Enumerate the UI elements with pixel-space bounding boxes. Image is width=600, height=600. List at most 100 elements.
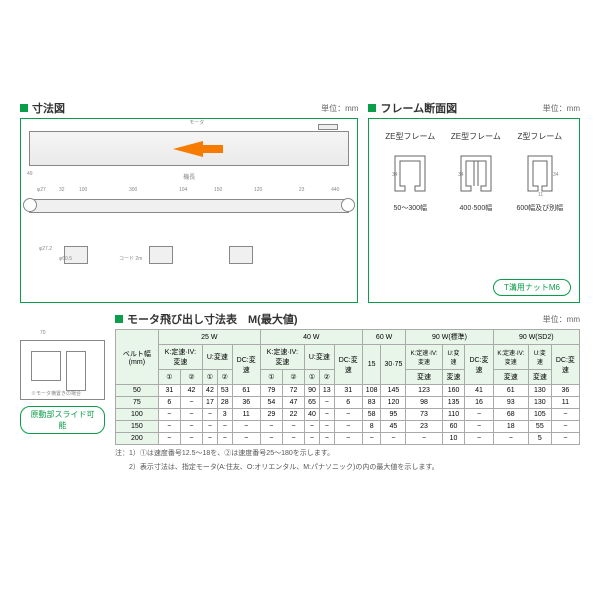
belt-width-header: ベルト幅 (mm) (116, 330, 159, 385)
svg-text:34: 34 (458, 172, 464, 178)
table-cell: 36 (551, 385, 579, 397)
slide-dim-w: 70 (40, 330, 46, 336)
table-cell: 83 (362, 397, 381, 409)
table-cell: 72 (282, 385, 304, 397)
dim-100: 100 (79, 187, 87, 193)
dim-150: 150 (214, 187, 222, 193)
table-cell: − (319, 409, 334, 421)
table-cell: − (180, 409, 202, 421)
table-cell: 31 (158, 385, 180, 397)
motor-label: モータ (189, 119, 204, 126)
table-note-1: 注：1）①は速度番号12.5〜18を、②は速度番号25〜180を示します。 (115, 449, 580, 459)
frame-label-2: ZE型フレーム (451, 131, 501, 142)
table-cell: − (180, 421, 202, 433)
svg-text:34: 34 (392, 172, 398, 178)
table-cell: 54 (260, 397, 282, 409)
motor-dimension-table: ベルト幅 (mm) 25 W 40 W 60 W 90 W(標準) 90 W(S… (115, 329, 580, 445)
table-cell: 130 (528, 385, 551, 397)
table-cell: 90 (305, 385, 320, 397)
cross-section-svg-2: 34 (456, 146, 496, 196)
nut-badge: T溝用ナットM6 (493, 279, 571, 296)
table-cell: − (551, 421, 579, 433)
cross-section-svg-1: 34 (390, 146, 430, 196)
table-cell: − (203, 421, 218, 433)
table-cell: 10 (442, 433, 465, 445)
table-cell: 11 (551, 397, 579, 409)
table-cell: − (334, 409, 362, 421)
table-cell: 68 (493, 409, 528, 421)
table-cell: 31 (334, 385, 362, 397)
power-90w: 90 W(標準) (406, 330, 493, 345)
table-cell: − (319, 397, 334, 409)
svg-text:34: 34 (553, 172, 559, 178)
table-cell: − (305, 421, 320, 433)
table-cell: 61 (232, 385, 260, 397)
table-cell: − (232, 421, 260, 433)
table-cell: − (260, 433, 282, 445)
table-cell: 6 (334, 397, 362, 409)
motor-unit-3 (229, 246, 253, 264)
table-note-2: 2）表示寸法は、指定モータ(A:住友、O:オリエンタル、M:パナソニック)の内の… (115, 463, 580, 473)
dimensions-title: 寸法図 (32, 100, 65, 116)
table-cell: 108 (362, 385, 381, 397)
table-cell: 60 (442, 421, 465, 433)
slide-badge: 原動部スライド可能 (20, 406, 105, 434)
table-cell: 16 (465, 397, 493, 409)
table-cell: 73 (406, 409, 442, 421)
conveyor-side-view: φ27 32 100 300 104 150 120 440 23 φ27.2 … (29, 199, 349, 244)
table-cell: − (158, 433, 180, 445)
rail (29, 199, 349, 213)
belt-width-cell: 75 (116, 397, 159, 409)
table-cell: − (282, 433, 304, 445)
table-cell: − (203, 433, 218, 445)
table-cell: 23 (406, 421, 442, 433)
table-cell: − (493, 433, 528, 445)
table-cell: − (334, 421, 362, 433)
table-cell: − (217, 421, 232, 433)
table-cell: 11 (232, 409, 260, 421)
dim-phi272: φ27.2 (39, 246, 52, 252)
table-cell: 135 (442, 397, 465, 409)
table-cell: 8 (362, 421, 381, 433)
frame-ze-2: ZE型フレーム 34 400·500幅 (451, 131, 501, 213)
cord-label: コード 2m (119, 255, 142, 262)
table-cell: 98 (406, 397, 442, 409)
motor-unit-2 (149, 246, 173, 264)
table-unit: 単位：mm (543, 314, 580, 325)
dimensions-diagram: モータ 49 機長 φ27 32 100 300 104 150 120 440… (20, 118, 358, 303)
frame-unit: 単位：mm (543, 103, 580, 114)
table-cell: − (319, 433, 334, 445)
table-cell: 42 (180, 385, 202, 397)
power-90wsd2: 90 W(SD2) (493, 330, 579, 345)
belt-width-cell: 200 (116, 433, 159, 445)
table-cell: 13 (319, 385, 334, 397)
frame-label-1: ZE型フレーム (385, 131, 435, 142)
table-cell: 17 (203, 397, 218, 409)
table-cell: 95 (381, 409, 406, 421)
table-cell: − (551, 409, 579, 421)
frame-caption-1: 50〜300幅 (385, 203, 435, 213)
frame-ze-1: ZE型フレーム 34 50〜300幅 (385, 131, 435, 213)
conveyor-top-view (29, 131, 349, 166)
table-cell: 40 (305, 409, 320, 421)
dim-phi605: φ60.5 (59, 256, 72, 262)
table-cell: 22 (282, 409, 304, 421)
table-cell: − (203, 409, 218, 421)
table-cell: − (465, 421, 493, 433)
frame-caption-2: 400·500幅 (451, 203, 501, 213)
table-cell: 93 (493, 397, 528, 409)
table-cell: 47 (282, 397, 304, 409)
table-cell: 105 (528, 409, 551, 421)
slide-diagram: ※モータ横置きの場合 (20, 340, 105, 400)
table-cell: − (217, 433, 232, 445)
table-cell: 45 (381, 421, 406, 433)
table-title: モータ飛び出し寸法表 M(最大値) (127, 311, 298, 327)
length-label: 機長 (25, 172, 353, 181)
table-cell: 55 (528, 421, 551, 433)
slide-section: 70 ※モータ横置きの場合 原動部スライド可能 (20, 340, 105, 434)
frame-cross-section-diagram: ZE型フレーム 34 50〜300幅 ZE型フレーム 34 400·500幅 Z… (368, 118, 580, 303)
table-cell: − (260, 421, 282, 433)
table-cell: − (319, 421, 334, 433)
table-cell: − (158, 421, 180, 433)
section-marker (368, 104, 376, 112)
